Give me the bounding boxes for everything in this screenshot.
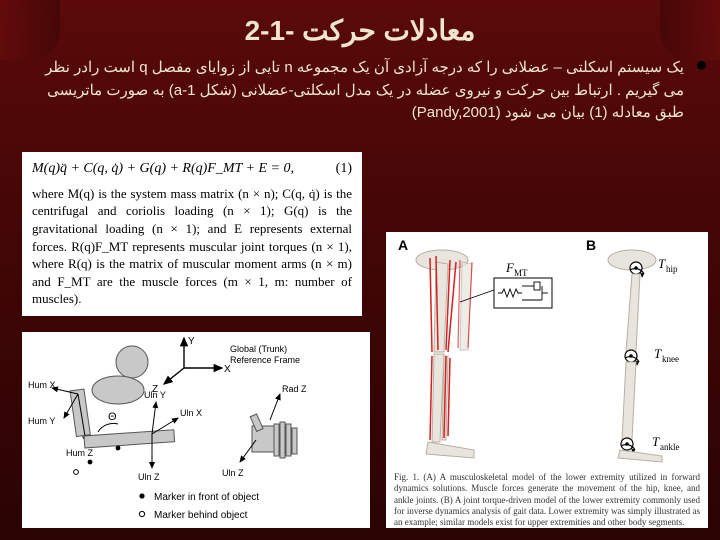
equation-box: M(q)q̈ + C(q, q̇) + G(q) + R(q)F_MT + E … xyxy=(22,152,362,316)
panel-a-label: A xyxy=(398,237,408,253)
svg-text:ankle: ankle xyxy=(660,442,680,452)
body-paragraph: یک سیستم اسکلتی – عضلانی را که درجه آزاد… xyxy=(0,47,720,125)
hand xyxy=(250,414,297,458)
svg-text:Global (Trunk): Global (Trunk) xyxy=(230,344,287,354)
svg-text:Uln Z: Uln Z xyxy=(222,468,244,478)
equation-explanation: where M(q) is the system mass matrix (n … xyxy=(32,185,352,308)
equation-number: (1) xyxy=(336,160,352,179)
muscle-element-inset: F MT xyxy=(460,260,552,308)
slide-title: معادلات حرکت -1-2 xyxy=(0,0,720,47)
svg-text:hip: hip xyxy=(666,264,678,274)
svg-text:Hum X: Hum X xyxy=(28,380,56,390)
svg-text:Y: Y xyxy=(188,336,195,347)
svg-text:T: T xyxy=(654,346,662,361)
svg-text:Hum Y: Hum Y xyxy=(28,416,55,426)
axes-diagram: Y X Z Global (Trunk) Reference Frame Hum… xyxy=(22,332,370,528)
marker-front-icon xyxy=(139,493,144,498)
marker-front-label: Marker in front of object xyxy=(154,492,259,503)
svg-text:MT: MT xyxy=(514,268,528,278)
svg-text:T: T xyxy=(658,256,666,271)
leg-model-a xyxy=(416,250,474,458)
figure-caption: Fig. 1. (A) A musculoskeletal model of t… xyxy=(386,468,708,534)
svg-text:knee: knee xyxy=(662,354,679,364)
svg-text:Uln X: Uln X xyxy=(180,408,202,418)
leg-figure-svg: A F MT xyxy=(386,232,708,468)
bullet-icon xyxy=(697,61,706,70)
global-frame: Y X Z Global (Trunk) Reference Frame xyxy=(152,336,300,395)
svg-text:Rad Z: Rad Z xyxy=(282,384,307,394)
svg-text:Uln Y: Uln Y xyxy=(144,390,166,400)
equation-formula: M(q)q̈ + C(q, q̇) + G(q) + R(q)F_MT + E … xyxy=(32,160,352,179)
figure-box: A F MT xyxy=(386,232,708,528)
svg-text:X: X xyxy=(224,364,231,375)
marker-behind-label: Marker behind object xyxy=(154,510,248,521)
body-text-content: یک سیستم اسکلتی – عضلانی را که درجه آزاد… xyxy=(45,59,684,121)
marker-behind-icon xyxy=(139,511,144,516)
svg-text:Reference Frame: Reference Frame xyxy=(230,355,300,365)
leg-model-b: T hip T knee T ankle xyxy=(608,250,680,462)
svg-text:Hum Z: Hum Z xyxy=(66,448,94,458)
svg-text:Uln Z: Uln Z xyxy=(138,472,160,482)
svg-text:Θ: Θ xyxy=(108,411,117,423)
panel-b-label: B xyxy=(586,237,596,253)
svg-text:T: T xyxy=(652,434,660,449)
